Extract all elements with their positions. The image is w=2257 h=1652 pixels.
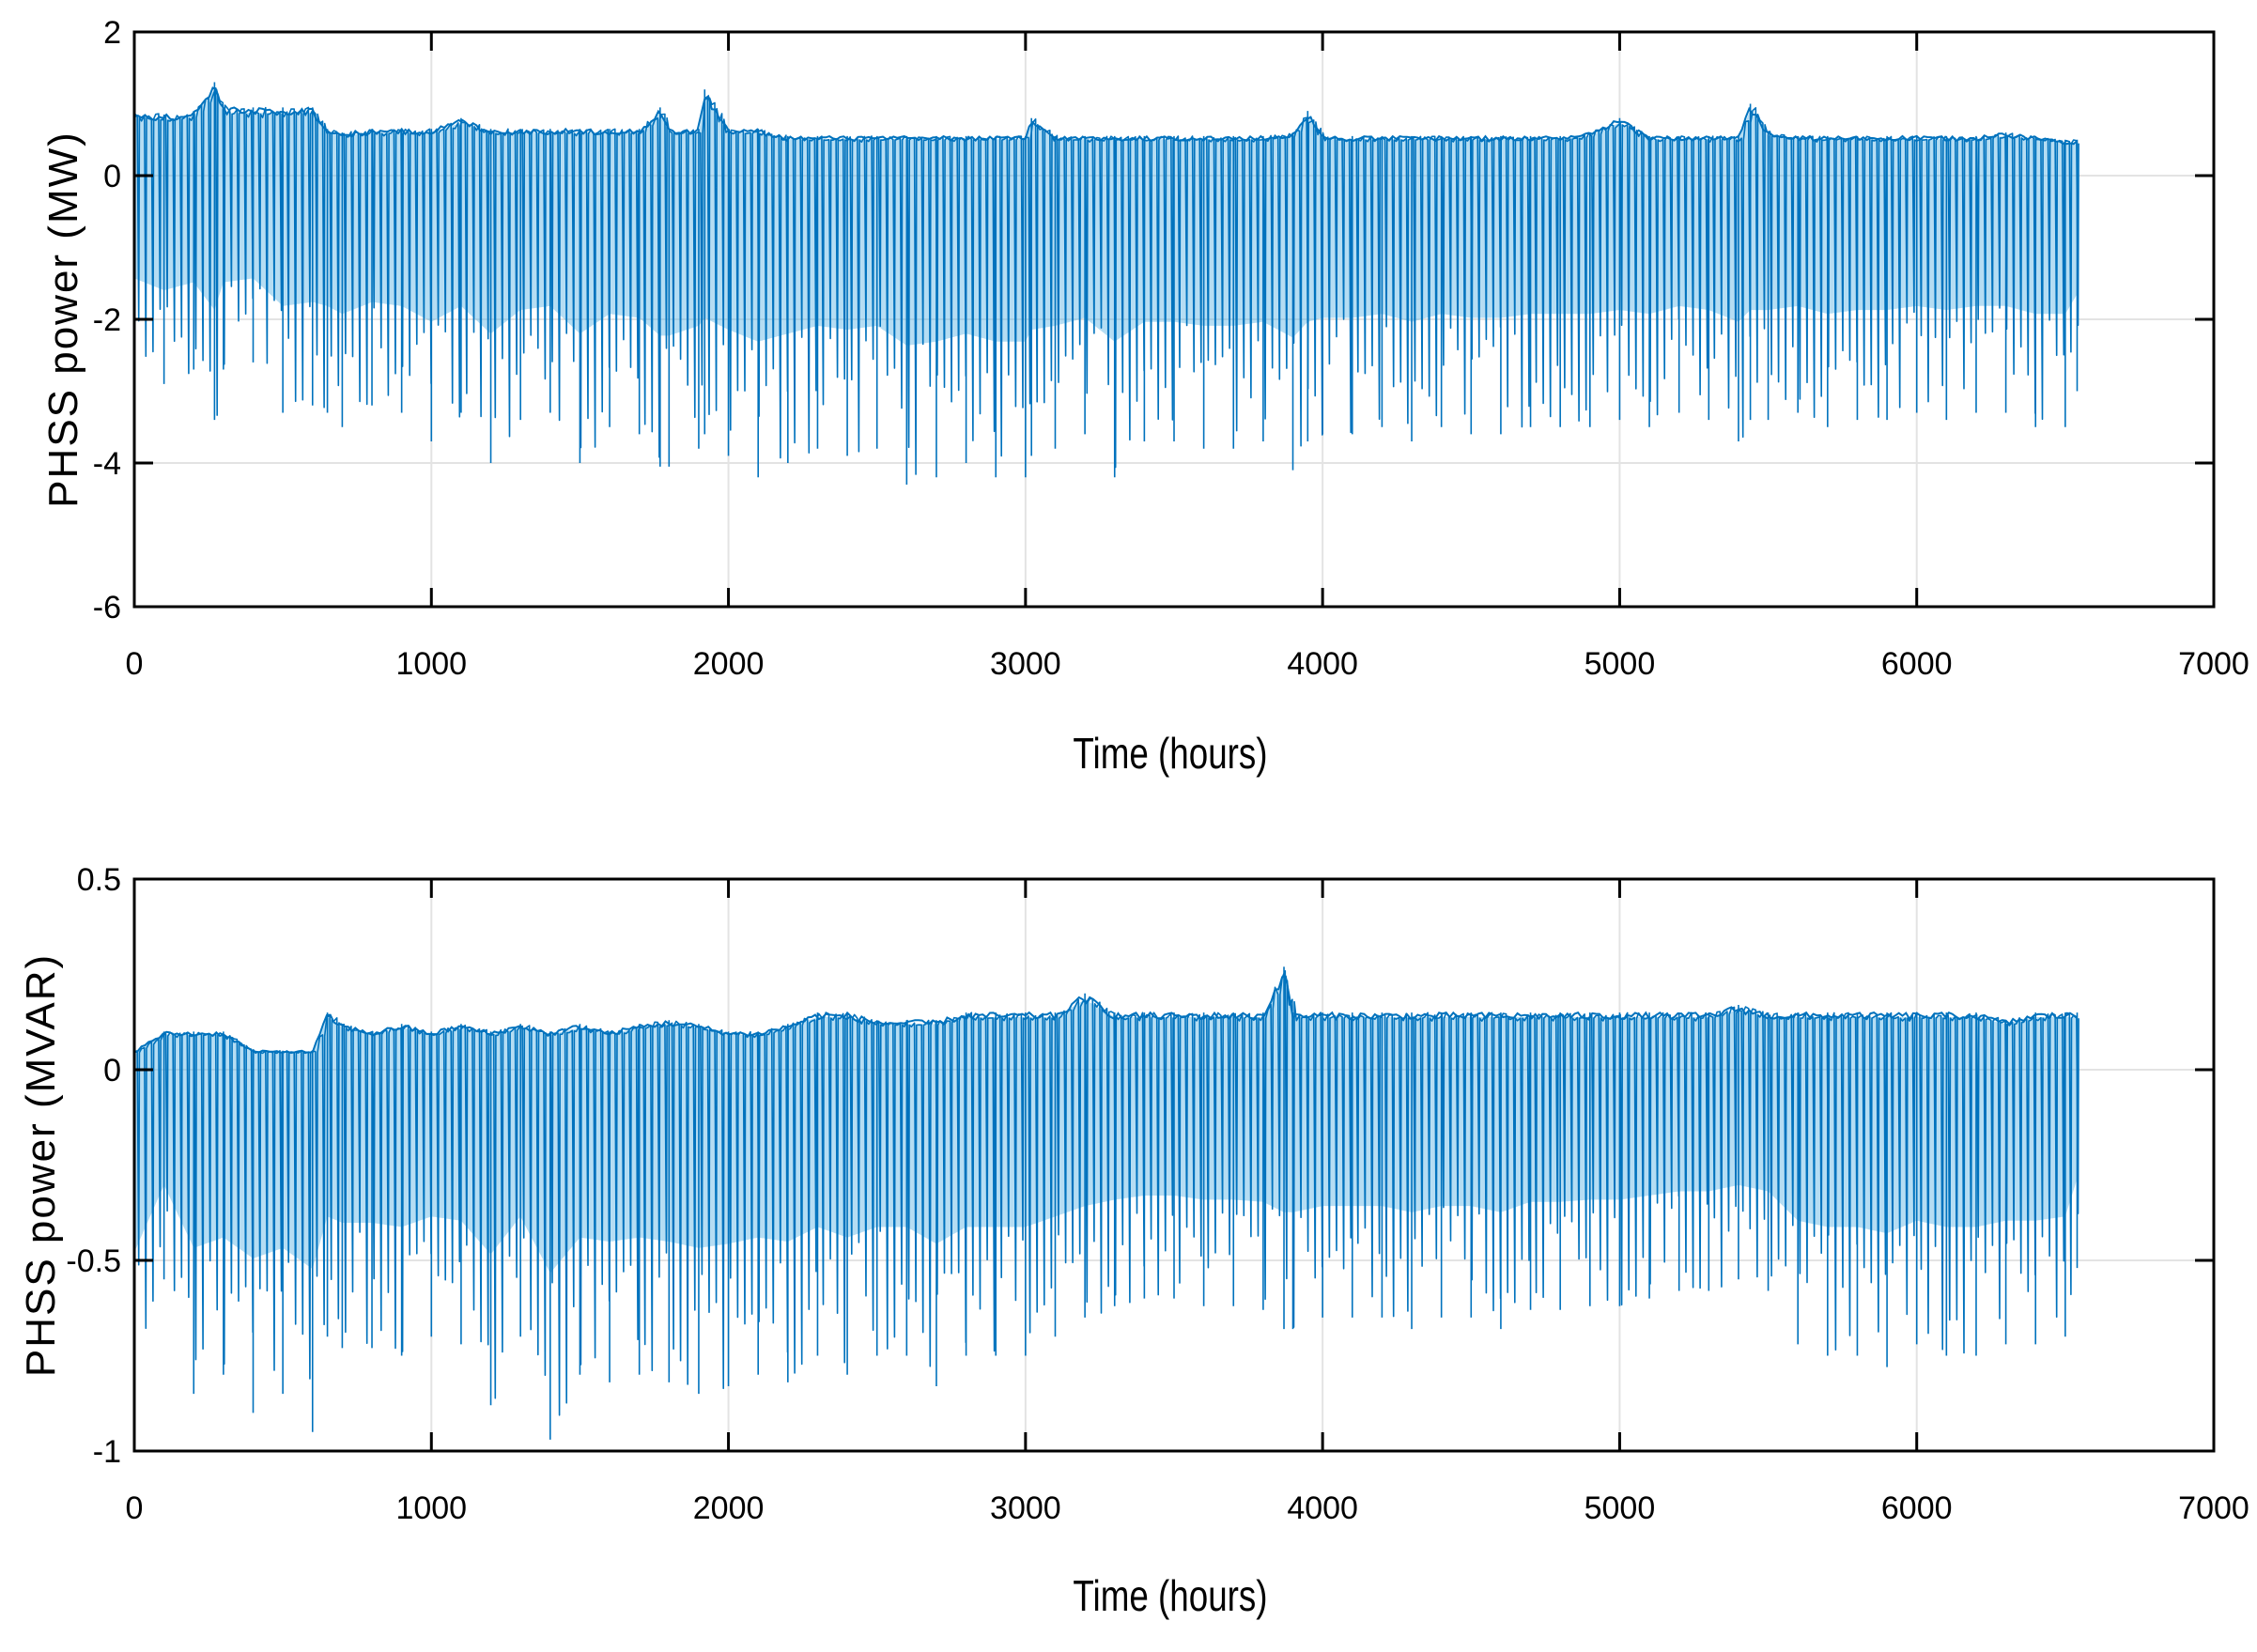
x-tick-label: 3000 — [990, 1490, 1061, 1526]
x-axis-label: Time (hours) — [1073, 729, 1267, 778]
y-tick-labels: 2 0 -2 -4 -6 — [93, 15, 121, 625]
x-tick-label: 1000 — [395, 1490, 467, 1526]
series-active-power — [133, 82, 2079, 485]
x-tick-label: 6000 — [1881, 1490, 1953, 1526]
x-tick-label: 6000 — [1881, 646, 1953, 682]
tick-marks — [132, 877, 2216, 1453]
x-axis-label: Time (hours) — [1073, 1571, 1267, 1620]
x-tick-label: 5000 — [1585, 646, 1656, 682]
x-tick-label: 0 — [126, 1490, 144, 1526]
y-tick-label: -6 — [93, 590, 121, 625]
x-tick-labels: 0 1000 2000 3000 4000 5000 6000 7000 — [126, 1490, 2249, 1526]
x-tick-label: 5000 — [1585, 1490, 1656, 1526]
x-tick-label: 7000 — [2178, 1490, 2249, 1526]
series-upper-trace — [133, 975, 2078, 1055]
x-tick-label: 3000 — [990, 646, 1061, 682]
series-reactive-power — [133, 966, 2079, 1440]
plot-frame — [132, 877, 2216, 1453]
x-tick-label: 7000 — [2178, 646, 2249, 682]
y-tick-label: -0.5 — [66, 1243, 121, 1279]
y-tick-label: -4 — [93, 446, 121, 482]
x-tick-label: 2000 — [693, 1490, 765, 1526]
x-tick-label: 4000 — [1287, 646, 1358, 682]
tick-marks — [132, 30, 2216, 609]
y-tick-labels: 0.5 0 -0.5 -1 — [66, 862, 121, 1470]
chart-reactive-power: 0 1000 2000 3000 4000 5000 6000 7000 0.5 0 -0.5 -1… — [18, 862, 2249, 1620]
y-tick-label: 2 — [103, 15, 121, 51]
y-tick-label: -1 — [93, 1434, 121, 1470]
y-tick-label: 0 — [103, 1053, 121, 1088]
y-tick-label: 0 — [103, 159, 121, 194]
series-line — [133, 87, 2079, 475]
y-axis-label: PHSS power (MVAR) — [18, 953, 64, 1377]
x-tick-label: 4000 — [1287, 1490, 1358, 1526]
x-tick-label: 0 — [126, 646, 144, 682]
x-tick-label: 2000 — [693, 646, 765, 682]
series-upper-trace — [133, 86, 2079, 146]
x-tick-label: 1000 — [395, 646, 467, 682]
y-tick-label: 0.5 — [77, 862, 121, 898]
series-line — [133, 970, 2079, 1416]
chart-active-power: 0 1000 2000 3000 4000 5000 6000 7000 2 0 -2 -4 -6 T… — [40, 15, 2249, 778]
y-axis-label: PHSS power (MW) — [40, 131, 86, 508]
x-tick-labels: 0 1000 2000 3000 4000 5000 6000 7000 — [126, 646, 2249, 682]
y-tick-label: -2 — [93, 302, 121, 338]
